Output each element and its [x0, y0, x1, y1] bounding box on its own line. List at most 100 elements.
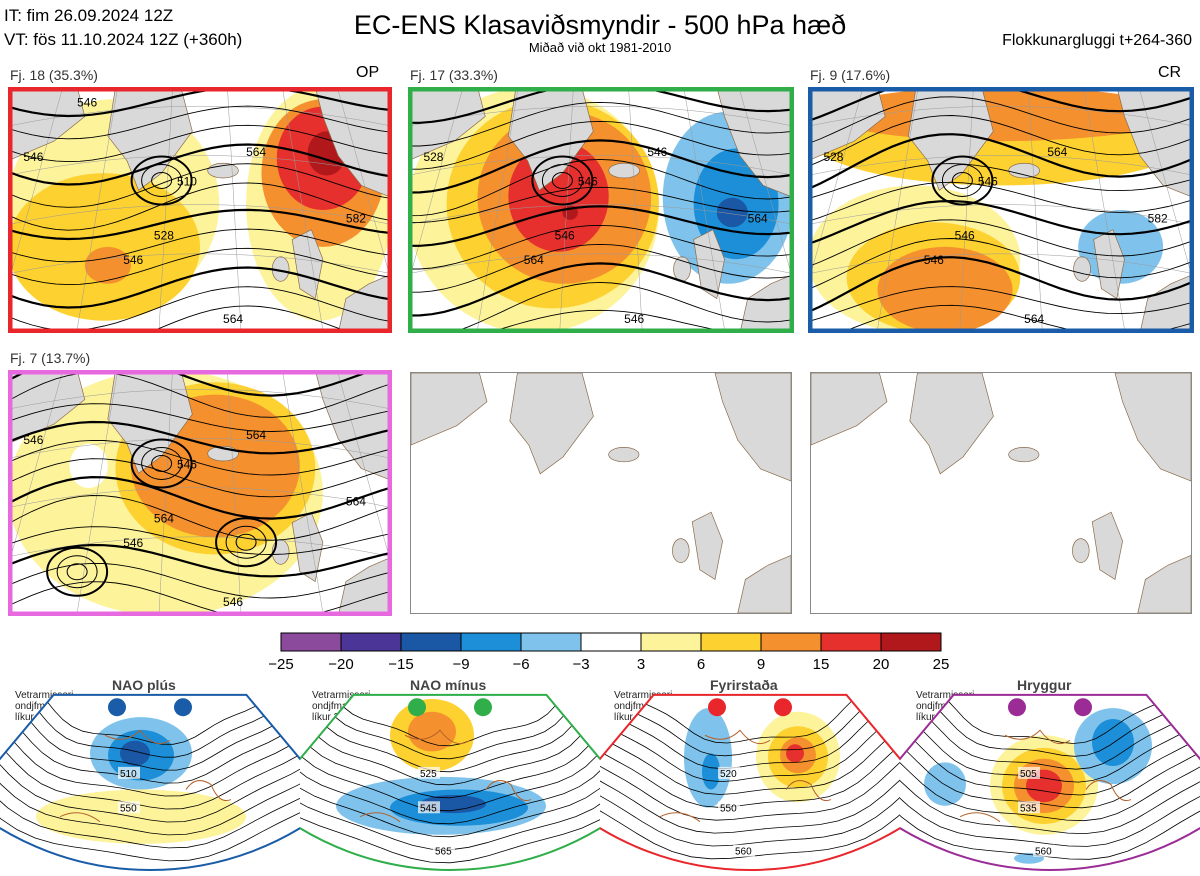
longitude-line	[738, 87, 794, 285]
latitude-line	[8, 438, 392, 459]
height-contour-line	[8, 372, 392, 418]
longitude-line	[336, 87, 392, 285]
europe-shape	[1139, 273, 1194, 333]
cluster-map-panel[interactable]: 528 546 546 564 546 564 546	[408, 87, 794, 333]
anomaly-area	[84, 246, 131, 284]
regime-contour-label: 550	[120, 803, 137, 814]
contour-label: 546	[77, 96, 97, 110]
regime-contour-line	[939, 710, 1164, 757]
colorbar-segment	[580, 632, 642, 652]
height-contour-line	[408, 120, 793, 170]
contour-label: 564	[748, 211, 768, 225]
colorbar-tick-label: 20	[872, 656, 890, 673]
regime-contour-label: 505	[1020, 769, 1037, 780]
regime-note-line: ondjfma	[916, 701, 952, 712]
height-contour-line	[808, 87, 1193, 123]
height-contours	[8, 370, 392, 616]
regime-contour-line	[267, 795, 631, 864]
contour-label: 546	[924, 253, 944, 267]
latitude-line	[808, 105, 1194, 127]
longitude-line	[1083, 87, 1126, 333]
height-contour-line	[8, 370, 378, 397]
closed-contour	[215, 517, 278, 568]
regime-contour-label: 550	[720, 803, 737, 814]
cluster-map-panel[interactable]: 546 546 564 546 564 564 546	[8, 370, 392, 616]
coastline	[59, 729, 232, 823]
cluster-map-panel[interactable]: 528 546 546 546 564 582 564	[808, 87, 1194, 333]
greenland-shape	[509, 373, 594, 475]
closed-contour	[151, 454, 173, 472]
colorbar-tick-label: 25	[932, 656, 950, 673]
colorbar	[280, 632, 942, 652]
regime-contour-line	[922, 730, 1180, 783]
regime-anomaly-layer	[563, 694, 937, 870]
scandinavia-shape	[714, 373, 791, 482]
cluster-label: Fj. 17 (33.3%)	[410, 67, 498, 83]
iceland-shape	[1008, 162, 1040, 179]
regime-anomaly-area	[36, 789, 246, 844]
colorbar-tick-label: −20	[328, 656, 354, 673]
height-contour-line	[8, 458, 392, 498]
latitude-line	[408, 253, 794, 275]
regime-map[interactable]: 525 545 565	[262, 690, 638, 871]
regime-contour-line	[38, 711, 265, 758]
britain-shape	[691, 511, 723, 580]
contour-label: 564	[246, 145, 266, 159]
regime-contour-line	[931, 720, 1172, 770]
height-contour-line	[808, 163, 1193, 200]
regime-marker-dot	[1008, 698, 1026, 717]
colorbar-segment	[640, 632, 702, 652]
height-contour-line	[8, 305, 354, 333]
regime-contour-line	[0, 771, 315, 836]
coastline	[959, 729, 1132, 823]
regime-map[interactable]: 505 535 560	[862, 690, 1200, 871]
closed-contour	[141, 446, 183, 480]
regime-contour-line	[889, 770, 1200, 835]
closed-contour	[225, 525, 267, 559]
contour-label: 546	[555, 229, 575, 243]
cluster-tag: OP	[356, 64, 380, 81]
regime-label-bg	[418, 801, 440, 814]
regime-note-line: Vetrarmisseri	[614, 690, 673, 701]
regime-contour-line	[637, 710, 861, 757]
regime-contour-line	[309, 745, 590, 799]
colorbar-tick-label: −6	[512, 656, 530, 673]
closed-contour	[66, 563, 88, 581]
regime-contour-line	[47, 701, 256, 745]
regime-label-bg	[118, 766, 140, 779]
regime-contour-line	[897, 760, 1200, 822]
contour-label: 546	[578, 174, 598, 188]
regime-contour-label: 510	[120, 769, 137, 780]
regime-contour-line	[578, 780, 919, 847]
cluster-map-panel[interactable]: 546 510 528 546 564 582 564 546	[8, 87, 392, 333]
init-time: IT: fim 26.09.2024 12Z	[4, 6, 174, 25]
regime-contour-line	[284, 775, 615, 838]
colorbar-segment	[460, 632, 522, 652]
land-layer	[811, 373, 1191, 613]
contour-label: 564	[346, 494, 366, 508]
regime-map[interactable]: 510 550	[0, 690, 338, 871]
height-contour-line	[8, 182, 392, 231]
closed-contour	[951, 171, 973, 189]
colorbar-segment	[820, 632, 882, 652]
cluster-border	[808, 87, 1194, 333]
height-contour-line	[808, 133, 1193, 191]
britain-shape	[291, 229, 324, 300]
regime-marker-dot	[408, 698, 426, 717]
regime-contour-line	[0, 761, 307, 823]
iceland-shape	[608, 447, 640, 463]
contour-label: 546	[647, 145, 667, 159]
colorbar-tick-label: 6	[696, 656, 706, 673]
regime-map[interactable]: 520 550 560	[562, 690, 938, 871]
regime-label-bg	[1018, 766, 1040, 779]
regime-contour-line	[0, 791, 332, 862]
contour-label: 546	[123, 536, 143, 550]
regime-anomaly-area	[408, 711, 456, 752]
height-contour-line	[808, 304, 1193, 333]
latitude-line	[808, 155, 1194, 176]
ireland-shape	[672, 538, 690, 563]
regime-contour-line	[595, 760, 902, 821]
height-contour-line	[408, 243, 793, 293]
height-contour-line	[808, 286, 1193, 323]
height-contour-line	[8, 228, 392, 263]
